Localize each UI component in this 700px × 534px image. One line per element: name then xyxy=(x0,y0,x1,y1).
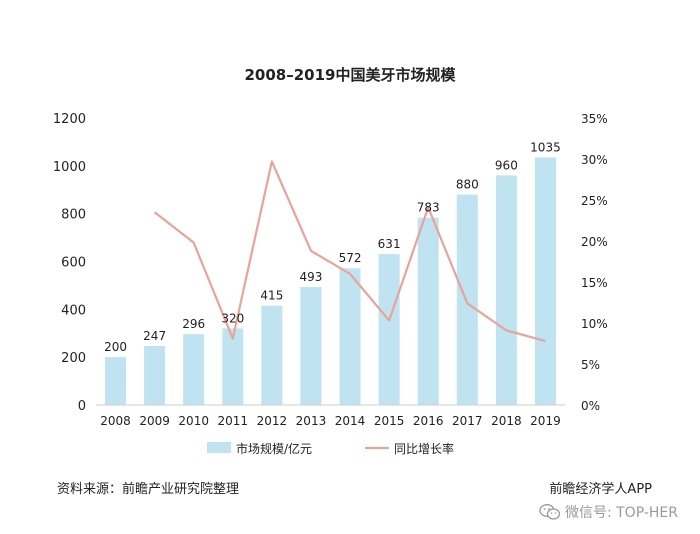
x-tick-label: 2019 xyxy=(530,414,561,428)
y-right-tick-label: 20% xyxy=(581,235,608,249)
x-tick-label: 2015 xyxy=(374,414,405,428)
bar xyxy=(183,334,205,405)
legend-line-label: 同比增长率 xyxy=(394,441,454,456)
y-right-tick-label: 5% xyxy=(581,358,600,372)
y-left-tick-label: 400 xyxy=(61,303,86,318)
y-left-tick-label: 800 xyxy=(61,208,86,223)
x-tick-label: 2016 xyxy=(413,414,444,428)
bar-value-label: 783 xyxy=(417,201,440,215)
chart-title: 2008–2019中国美牙市场规模 xyxy=(244,66,456,84)
y-right-tick-label: 25% xyxy=(581,194,608,208)
watermark: 微信号: TOP-HER xyxy=(539,502,678,522)
axes: 0 200 400 600 800 1000 1200 0% 5% 10% 15% 20% 25% 30%… xyxy=(53,112,608,428)
bar-value-label: 200 xyxy=(104,340,127,354)
x-tick-label: 2011 xyxy=(218,414,249,428)
y-right-tick-label: 10% xyxy=(581,317,608,331)
y-left-tick-label: 1200 xyxy=(53,112,86,127)
bar-value-label: 247 xyxy=(143,329,166,343)
bar xyxy=(534,157,556,405)
line-series xyxy=(153,160,546,343)
bar-series xyxy=(105,157,556,405)
y-right-tick-label: 0% xyxy=(581,399,600,413)
x-tick-label: 2017 xyxy=(452,414,483,428)
legend-bar-swatch xyxy=(207,442,231,453)
y-right-tick-label: 15% xyxy=(581,276,608,290)
x-tick-label: 2008 xyxy=(100,414,131,428)
bar-value-label: 493 xyxy=(300,270,323,284)
bar-value-label: 320 xyxy=(221,311,244,325)
bar-value-label: 960 xyxy=(495,158,518,172)
x-tick-label: 2009 xyxy=(139,414,170,428)
bar-value-label: 572 xyxy=(339,251,362,265)
bar xyxy=(105,357,127,405)
x-tick-label: 2014 xyxy=(335,414,366,428)
bar-value-label: 631 xyxy=(378,237,401,251)
bar xyxy=(261,305,283,405)
bar xyxy=(339,268,361,405)
x-tick-label: 2018 xyxy=(491,414,522,428)
bar-value-label: 1035 xyxy=(530,140,561,154)
y-left-tick-label: 200 xyxy=(61,351,86,366)
x-tick-label: 2013 xyxy=(296,414,327,428)
y-left-tick-label: 0 xyxy=(78,399,86,414)
bar xyxy=(417,217,439,405)
wechat-icon xyxy=(539,504,561,520)
bar xyxy=(144,345,166,405)
bar-value-label: 296 xyxy=(182,317,205,331)
x-tick-label: 2010 xyxy=(178,414,209,428)
y-right-tick-label: 30% xyxy=(581,153,608,167)
x-tick-label: 2012 xyxy=(257,414,288,428)
legend: 市场规模/亿元 同比增长率 xyxy=(207,441,454,456)
bar-value-label: 880 xyxy=(456,178,479,192)
y-right-tick-label: 35% xyxy=(581,112,608,126)
bar xyxy=(495,175,517,405)
bar xyxy=(222,328,244,405)
bar xyxy=(456,194,478,405)
legend-bar-label: 市场规模/亿元 xyxy=(236,441,312,456)
bar xyxy=(300,287,322,405)
data-labels: 200 247 296 320 415 493 572 631 783 880 960 1035 xyxy=(104,140,561,354)
publisher-label: 前瞻经济学人APP xyxy=(549,482,652,497)
bar xyxy=(378,254,400,405)
source-note: 资料来源：前瞻产业研究院整理 xyxy=(57,482,240,497)
y-left-tick-label: 1000 xyxy=(53,160,86,175)
watermark-text: 微信号: TOP-HER xyxy=(564,505,678,521)
bar-value-label: 415 xyxy=(260,289,283,303)
y-left-tick-label: 600 xyxy=(61,256,86,271)
